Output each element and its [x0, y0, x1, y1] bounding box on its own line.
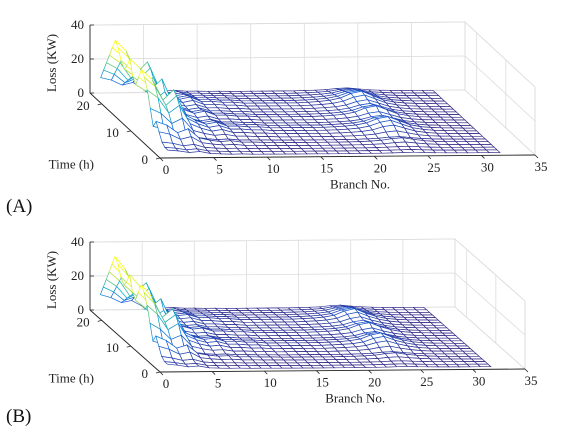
surface-mesh — [100, 39, 501, 155]
x-tick-label: 25 — [420, 374, 433, 389]
x-tick-label: 10 — [264, 375, 277, 390]
z-axis-title: Loss (KW) — [44, 34, 59, 92]
z-axis-title: Loss (KW) — [44, 251, 59, 309]
x-tick-mark — [264, 370, 268, 375]
surface-facet — [485, 149, 501, 153]
x-tick-mark — [266, 156, 271, 161]
y-tick-label: 0 — [142, 366, 149, 381]
x-tick-label: 15 — [316, 375, 329, 390]
y-tick-mark — [155, 157, 161, 160]
x-axis-line — [159, 154, 536, 159]
z-tick-label: 0 — [78, 302, 85, 317]
surface-facet — [476, 363, 492, 368]
x-axis-title: Branch No. — [330, 177, 390, 192]
x-tick-mark — [374, 156, 378, 160]
x-tick-mark — [320, 156, 324, 160]
x-tick-label: 20 — [374, 160, 387, 175]
y-tick-mark — [97, 319, 102, 322]
surface-facet — [421, 89, 437, 94]
grid-line — [89, 21, 536, 88]
z-tick-label: 0 — [78, 85, 85, 100]
x-tick-mark — [420, 369, 424, 374]
x-tick-label: 30 — [472, 373, 485, 388]
x-tick-mark — [524, 368, 529, 373]
x-tick-label: 20 — [368, 374, 381, 389]
grid-line — [89, 238, 526, 302]
x-tick-mark — [534, 154, 539, 159]
y-tick-mark — [126, 130, 131, 133]
surface-facet — [432, 324, 448, 329]
x-axis-title: Branch No. — [325, 391, 385, 406]
x-tick-label: 5 — [215, 376, 222, 391]
x-tick-label: 0 — [163, 162, 170, 177]
x-tick-mark — [427, 155, 432, 160]
surface-facet — [441, 108, 458, 113]
grid-line — [89, 272, 526, 336]
z-tick-label: 40 — [71, 17, 84, 32]
x-tick-label: 15 — [320, 161, 333, 176]
surface-facet — [470, 135, 487, 140]
x-tick-label: 0 — [163, 376, 170, 391]
surface-facet — [412, 306, 428, 311]
surface-facet — [461, 350, 478, 355]
x-tick-label: 35 — [535, 159, 548, 174]
x-tick-label: 30 — [481, 159, 494, 174]
x-axis-line — [159, 368, 526, 373]
x-tick-label: 25 — [427, 160, 440, 175]
z-tick-label: 40 — [71, 234, 84, 249]
surface-mesh — [99, 255, 492, 369]
z-tick-label: 20 — [71, 268, 84, 283]
x-tick-mark — [159, 157, 164, 162]
panel-label: (B) — [6, 406, 31, 427]
x-tick-label: 5 — [216, 162, 223, 177]
z-tick-label: 20 — [71, 51, 84, 66]
y-tick-label: 10 — [106, 340, 119, 355]
surface-facet — [464, 353, 481, 357]
y-tick-mark — [97, 103, 102, 106]
y-tick-label: 20 — [77, 314, 90, 329]
surface-facet — [473, 138, 490, 143]
surface-facet — [450, 116, 466, 121]
x-tick-mark — [472, 369, 477, 373]
surface-facet — [415, 309, 431, 313]
y-tick-mark — [155, 371, 161, 374]
y-tick-label: 0 — [142, 152, 149, 167]
x-tick-label: 35 — [525, 373, 538, 388]
y-axis-title: Time (h) — [49, 371, 94, 386]
x-tick-mark — [159, 371, 164, 376]
x-tick-mark — [368, 370, 372, 374]
y-tick-label: 20 — [77, 98, 90, 113]
y-tick-mark — [126, 345, 131, 348]
x-tick-mark — [316, 370, 320, 374]
surface-facet — [459, 348, 475, 352]
y-axis-title: Time (h) — [49, 156, 94, 171]
x-tick-label: 10 — [267, 161, 280, 176]
x-tick-mark — [481, 155, 485, 159]
y-tick-label: 10 — [106, 125, 119, 140]
surface-facet — [447, 337, 463, 342]
surface-facet — [429, 322, 446, 326]
grid-line — [89, 55, 536, 122]
surface-facet — [467, 133, 484, 137]
x-tick-mark — [213, 157, 217, 161]
x-tick-mark — [211, 371, 216, 375]
panel-label: (A) — [6, 196, 32, 217]
